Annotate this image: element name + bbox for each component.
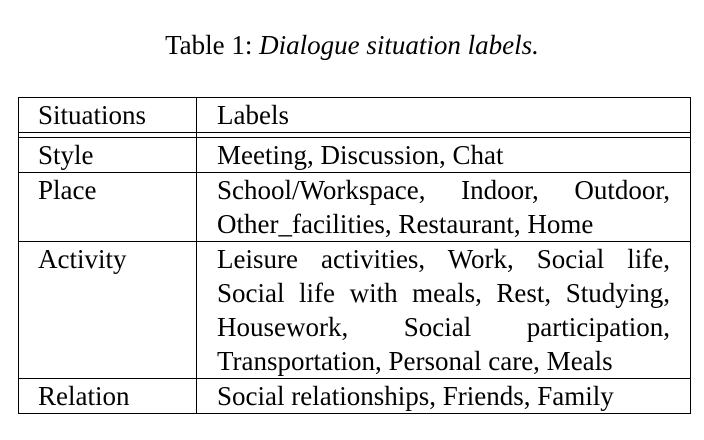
labels-cell: Leisure activities, Work, Social life, S… (196, 241, 691, 379)
table-caption: Table 1: Dialogue situation labels. (0, 28, 704, 62)
situation-labels-table: Situations Labels Style Meeting, Discuss… (18, 97, 691, 414)
table-row: Relation Social relationships, Friends, … (18, 378, 691, 414)
header-labels: Labels (196, 97, 691, 133)
labels-cell: Meeting, Discussion, Chat (196, 137, 691, 173)
header-separator (18, 132, 691, 138)
situation-cell: Place (18, 172, 197, 242)
situation-cell: Style (18, 137, 197, 173)
labels-cell: Social relationships, Friends, Family (196, 378, 691, 414)
table-row: Place School/Workspace, Indoor, Outdoor,… (18, 172, 691, 242)
situation-cell: Relation (18, 378, 197, 414)
caption-prefix: Table 1: (165, 30, 260, 60)
situation-cell: Activity (18, 241, 197, 379)
table-row: Activity Leisure activities, Work, Socia… (18, 241, 691, 379)
labels-cell: School/Workspace, Indoor, Outdoor, Other… (196, 172, 691, 242)
table-header-row: Situations Labels (18, 97, 691, 133)
header-situations: Situations (18, 97, 197, 133)
table-row: Style Meeting, Discussion, Chat (18, 137, 691, 173)
caption-text: Dialogue situation labels. (259, 30, 539, 60)
